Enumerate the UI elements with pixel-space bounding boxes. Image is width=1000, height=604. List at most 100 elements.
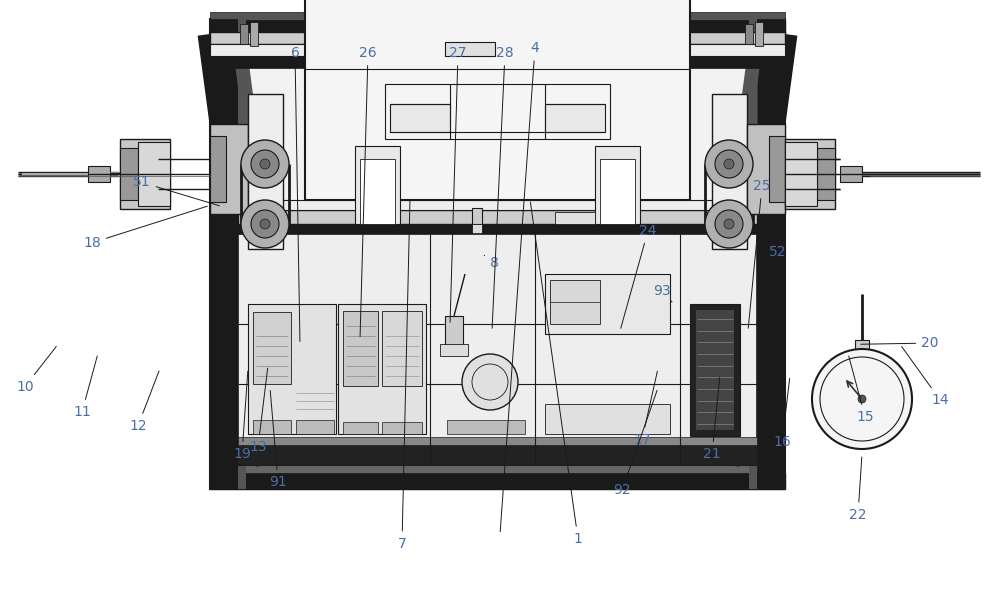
Text: 8: 8 bbox=[484, 255, 498, 270]
Text: 25: 25 bbox=[748, 179, 771, 328]
Bar bbox=[447, 420, 525, 434]
Bar bbox=[785, 142, 817, 206]
Bar bbox=[238, 234, 757, 465]
Bar bbox=[238, 224, 757, 234]
Bar bbox=[555, 212, 595, 224]
Bar bbox=[253, 420, 291, 434]
Bar bbox=[360, 159, 395, 224]
Circle shape bbox=[241, 200, 289, 248]
Bar bbox=[595, 146, 640, 224]
Bar bbox=[210, 20, 785, 34]
Bar bbox=[338, 304, 426, 434]
Circle shape bbox=[724, 159, 734, 169]
Bar bbox=[210, 19, 238, 489]
Bar bbox=[248, 304, 336, 434]
Bar bbox=[305, 0, 690, 200]
Bar bbox=[238, 200, 757, 210]
Bar bbox=[238, 445, 757, 465]
Text: 91: 91 bbox=[269, 391, 287, 489]
Bar bbox=[210, 124, 248, 214]
Bar bbox=[210, 12, 785, 20]
Bar bbox=[248, 94, 283, 249]
Text: 92: 92 bbox=[613, 390, 657, 498]
Text: 13: 13 bbox=[249, 368, 268, 454]
Text: 26: 26 bbox=[359, 46, 377, 336]
Bar bbox=[769, 136, 785, 202]
Bar bbox=[355, 146, 400, 224]
Bar bbox=[296, 420, 334, 434]
Bar bbox=[238, 210, 757, 224]
Bar bbox=[210, 44, 785, 56]
Circle shape bbox=[705, 140, 753, 188]
Bar bbox=[238, 19, 246, 489]
Bar bbox=[749, 19, 757, 489]
Circle shape bbox=[724, 219, 734, 229]
Bar bbox=[745, 24, 753, 44]
Circle shape bbox=[715, 210, 743, 238]
Circle shape bbox=[462, 354, 518, 410]
Bar bbox=[138, 142, 170, 206]
Text: 24: 24 bbox=[621, 223, 657, 329]
Bar bbox=[600, 159, 635, 224]
Bar bbox=[88, 166, 110, 182]
Bar bbox=[250, 22, 258, 46]
Text: 15: 15 bbox=[849, 356, 874, 424]
Circle shape bbox=[251, 150, 279, 178]
Bar bbox=[210, 56, 785, 68]
Bar bbox=[343, 422, 378, 434]
Text: 93: 93 bbox=[653, 284, 672, 302]
Bar bbox=[545, 274, 670, 334]
Circle shape bbox=[251, 210, 279, 238]
Text: 7: 7 bbox=[398, 201, 410, 551]
Bar bbox=[545, 404, 670, 434]
Text: 6: 6 bbox=[291, 46, 300, 341]
Bar bbox=[240, 24, 248, 44]
Circle shape bbox=[858, 395, 866, 403]
Circle shape bbox=[705, 200, 753, 248]
Circle shape bbox=[260, 159, 270, 169]
Bar bbox=[445, 42, 495, 56]
Bar bbox=[382, 311, 422, 386]
Text: 18: 18 bbox=[83, 206, 207, 250]
Bar bbox=[472, 208, 482, 224]
Bar bbox=[210, 473, 785, 489]
Circle shape bbox=[715, 150, 743, 178]
Text: 12: 12 bbox=[129, 371, 159, 433]
Text: 21: 21 bbox=[703, 378, 721, 461]
Bar bbox=[385, 84, 610, 139]
Bar bbox=[757, 19, 785, 489]
Bar bbox=[712, 94, 747, 249]
Bar bbox=[855, 340, 869, 356]
Bar bbox=[545, 104, 605, 132]
Bar bbox=[747, 124, 785, 214]
Bar bbox=[472, 224, 482, 236]
Text: 28: 28 bbox=[492, 46, 514, 328]
Bar bbox=[120, 139, 170, 209]
Bar bbox=[690, 304, 740, 436]
Text: 10: 10 bbox=[16, 347, 56, 394]
Bar bbox=[210, 19, 785, 489]
Bar bbox=[445, 316, 463, 346]
Circle shape bbox=[241, 140, 289, 188]
Text: 4: 4 bbox=[500, 41, 539, 532]
Bar bbox=[382, 422, 422, 434]
Text: 22: 22 bbox=[849, 457, 867, 522]
Text: 17: 17 bbox=[633, 371, 657, 447]
Bar bbox=[210, 136, 226, 202]
Text: 16: 16 bbox=[773, 379, 791, 449]
Bar bbox=[120, 148, 138, 200]
Text: 11: 11 bbox=[73, 356, 97, 419]
Circle shape bbox=[260, 219, 270, 229]
Bar bbox=[253, 312, 291, 384]
Bar bbox=[210, 32, 785, 44]
Bar bbox=[550, 280, 600, 324]
Circle shape bbox=[812, 349, 912, 449]
Text: 27: 27 bbox=[449, 46, 467, 322]
Bar bbox=[696, 310, 734, 430]
Text: 14: 14 bbox=[902, 347, 949, 407]
Bar bbox=[755, 22, 763, 46]
Text: 52: 52 bbox=[761, 245, 787, 260]
Bar bbox=[343, 311, 378, 386]
Bar bbox=[210, 34, 785, 42]
Text: 1: 1 bbox=[530, 202, 582, 546]
